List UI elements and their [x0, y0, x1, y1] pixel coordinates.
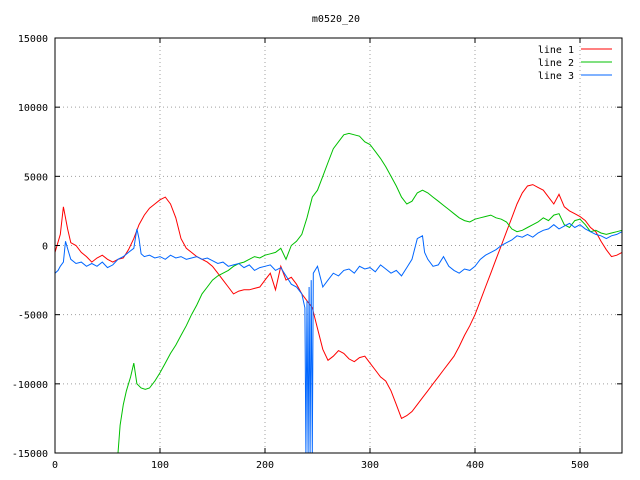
x-tick-label: 300 [361, 460, 379, 471]
chart-title: m0520_20 [312, 14, 360, 25]
x-tick-label: 200 [256, 460, 274, 471]
series-line-1 [54, 184, 623, 420]
legend-label: line 2 [538, 58, 574, 69]
x-tick-label: 400 [466, 460, 484, 471]
series-layer [54, 132, 623, 454]
legend-label: line 3 [538, 71, 574, 82]
tick-layer: 0 100 200 300 400 500 -15000 -10000 -5000 0 5000 10… [12, 34, 622, 471]
y-tick-label: 10000 [18, 103, 48, 114]
x-tick-label: 0 [52, 460, 58, 471]
y-tick-label: 15000 [18, 34, 48, 45]
x-tick-label: 100 [151, 460, 169, 471]
y-tick-label: -5000 [18, 311, 48, 322]
legend-label: line 1 [538, 45, 574, 56]
grid-layer [55, 38, 622, 453]
legend: line 1 line 2 line 3 [538, 45, 612, 82]
y-tick-label: 5000 [24, 172, 48, 183]
y-tick-label: -10000 [12, 380, 48, 391]
series-line-2 [117, 132, 623, 454]
x-tick-label: 500 [571, 460, 589, 471]
y-tick-label: -15000 [12, 449, 48, 460]
y-tick-label: 0 [42, 242, 48, 253]
series-line-3 [54, 222, 623, 454]
